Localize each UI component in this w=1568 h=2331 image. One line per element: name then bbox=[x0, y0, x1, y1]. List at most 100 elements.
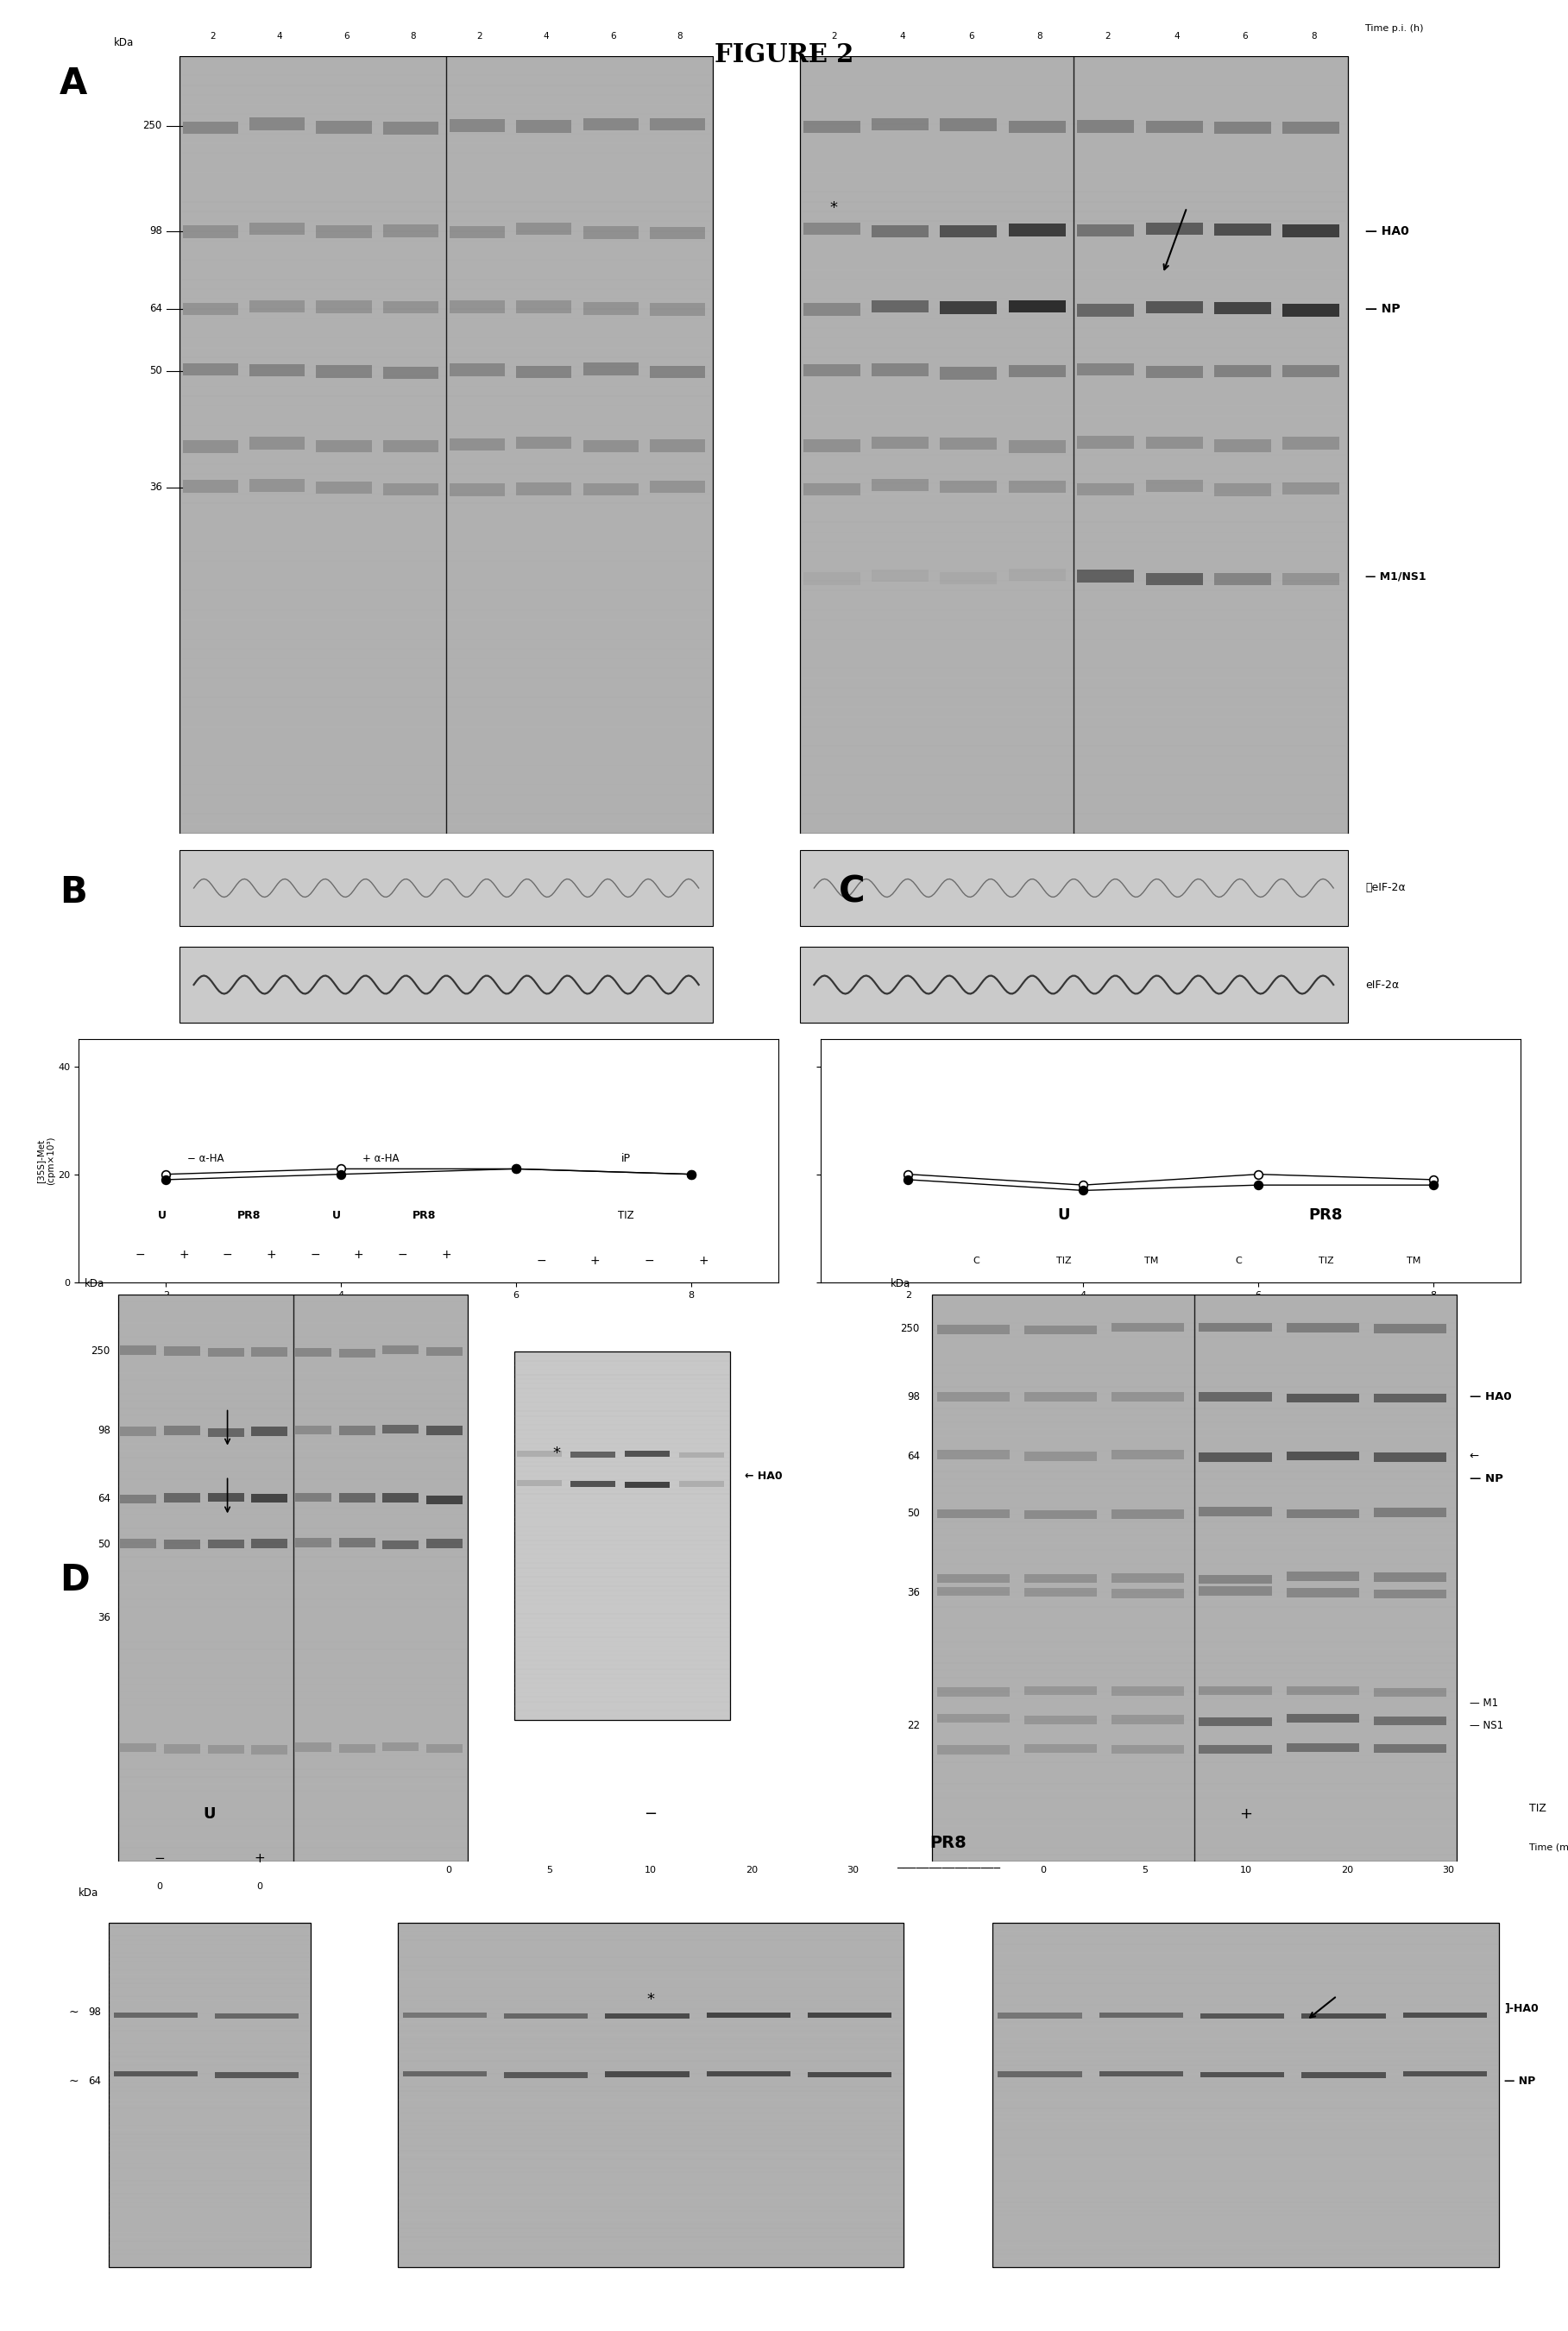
FancyBboxPatch shape bbox=[941, 480, 997, 492]
Text: C: C bbox=[1236, 1256, 1242, 1266]
Text: — HA0: — HA0 bbox=[1366, 224, 1410, 238]
Text: 50: 50 bbox=[149, 366, 162, 375]
Text: U: U bbox=[332, 1210, 342, 1221]
FancyBboxPatch shape bbox=[936, 1713, 1010, 1723]
FancyBboxPatch shape bbox=[251, 1427, 289, 1436]
FancyBboxPatch shape bbox=[1214, 366, 1272, 378]
FancyBboxPatch shape bbox=[1008, 301, 1066, 312]
FancyBboxPatch shape bbox=[1008, 224, 1066, 235]
FancyBboxPatch shape bbox=[1214, 483, 1272, 497]
Text: TM: TM bbox=[1145, 1256, 1159, 1266]
FancyBboxPatch shape bbox=[1200, 1685, 1272, 1695]
Text: TIZ: TIZ bbox=[1319, 1256, 1333, 1266]
FancyBboxPatch shape bbox=[1200, 1452, 1272, 1462]
FancyBboxPatch shape bbox=[1024, 1716, 1096, 1725]
Text: 98: 98 bbox=[88, 2007, 100, 2019]
FancyBboxPatch shape bbox=[1374, 1716, 1447, 1725]
FancyBboxPatch shape bbox=[249, 364, 304, 375]
FancyBboxPatch shape bbox=[1077, 224, 1134, 238]
FancyBboxPatch shape bbox=[295, 1427, 331, 1434]
Text: 8: 8 bbox=[411, 33, 416, 42]
FancyBboxPatch shape bbox=[993, 1923, 1499, 2268]
FancyBboxPatch shape bbox=[1200, 1576, 1272, 1583]
Text: 36: 36 bbox=[97, 1613, 110, 1622]
FancyBboxPatch shape bbox=[165, 1744, 201, 1753]
FancyBboxPatch shape bbox=[1214, 224, 1272, 235]
FancyBboxPatch shape bbox=[1024, 1587, 1096, 1597]
Text: 50: 50 bbox=[906, 1508, 919, 1517]
FancyBboxPatch shape bbox=[872, 569, 928, 583]
FancyBboxPatch shape bbox=[1008, 569, 1066, 580]
FancyBboxPatch shape bbox=[118, 1294, 467, 1862]
FancyBboxPatch shape bbox=[1024, 1392, 1096, 1401]
FancyBboxPatch shape bbox=[1008, 366, 1066, 378]
FancyBboxPatch shape bbox=[997, 2072, 1082, 2077]
FancyBboxPatch shape bbox=[317, 441, 372, 452]
FancyBboxPatch shape bbox=[1374, 1590, 1447, 1599]
FancyBboxPatch shape bbox=[1200, 1746, 1272, 1753]
FancyBboxPatch shape bbox=[872, 226, 928, 238]
FancyBboxPatch shape bbox=[383, 441, 437, 452]
FancyBboxPatch shape bbox=[426, 1744, 463, 1753]
FancyBboxPatch shape bbox=[679, 1452, 724, 1457]
FancyBboxPatch shape bbox=[426, 1347, 463, 1357]
FancyBboxPatch shape bbox=[1283, 436, 1339, 450]
FancyBboxPatch shape bbox=[317, 226, 372, 238]
FancyBboxPatch shape bbox=[571, 1452, 616, 1457]
Text: ← HA0: ← HA0 bbox=[745, 1471, 782, 1483]
FancyBboxPatch shape bbox=[936, 1324, 1010, 1333]
FancyBboxPatch shape bbox=[1146, 573, 1203, 585]
FancyBboxPatch shape bbox=[706, 2012, 790, 2019]
FancyBboxPatch shape bbox=[121, 1345, 157, 1354]
Text: 98: 98 bbox=[97, 1424, 110, 1436]
FancyBboxPatch shape bbox=[933, 1294, 1457, 1862]
FancyBboxPatch shape bbox=[649, 119, 706, 131]
FancyBboxPatch shape bbox=[114, 2012, 198, 2019]
FancyBboxPatch shape bbox=[1286, 1744, 1359, 1753]
FancyBboxPatch shape bbox=[649, 366, 706, 378]
Text: *: * bbox=[829, 200, 837, 214]
FancyBboxPatch shape bbox=[1301, 2072, 1386, 2077]
Text: kDa: kDa bbox=[85, 1277, 105, 1289]
Text: 8: 8 bbox=[677, 33, 682, 42]
FancyBboxPatch shape bbox=[605, 2014, 690, 2019]
FancyBboxPatch shape bbox=[936, 1587, 1010, 1597]
FancyBboxPatch shape bbox=[936, 1392, 1010, 1401]
FancyBboxPatch shape bbox=[317, 366, 372, 378]
FancyBboxPatch shape bbox=[1374, 1452, 1447, 1462]
FancyBboxPatch shape bbox=[936, 1688, 1010, 1697]
FancyBboxPatch shape bbox=[209, 1492, 245, 1501]
Text: — M1/NS1: — M1/NS1 bbox=[1366, 571, 1427, 583]
Text: 50: 50 bbox=[97, 1538, 110, 1550]
FancyBboxPatch shape bbox=[800, 56, 1348, 834]
FancyBboxPatch shape bbox=[339, 1347, 375, 1357]
X-axis label: Time p.i. (h): Time p.i. (h) bbox=[1140, 1303, 1201, 1315]
Text: 0: 0 bbox=[1041, 1867, 1046, 1874]
Text: 36: 36 bbox=[149, 483, 162, 494]
FancyBboxPatch shape bbox=[339, 1494, 375, 1503]
Text: U: U bbox=[1057, 1207, 1069, 1224]
FancyBboxPatch shape bbox=[403, 2012, 486, 2019]
FancyBboxPatch shape bbox=[1374, 1508, 1447, 1517]
FancyBboxPatch shape bbox=[1301, 2014, 1386, 2019]
FancyBboxPatch shape bbox=[317, 480, 372, 494]
FancyBboxPatch shape bbox=[317, 301, 372, 312]
FancyBboxPatch shape bbox=[121, 1538, 157, 1548]
FancyBboxPatch shape bbox=[1077, 571, 1134, 583]
FancyBboxPatch shape bbox=[1283, 121, 1339, 133]
FancyBboxPatch shape bbox=[1286, 1685, 1359, 1695]
FancyBboxPatch shape bbox=[1374, 1573, 1447, 1583]
FancyBboxPatch shape bbox=[450, 483, 505, 497]
FancyBboxPatch shape bbox=[503, 2014, 588, 2019]
FancyBboxPatch shape bbox=[215, 2014, 298, 2019]
FancyBboxPatch shape bbox=[516, 436, 572, 450]
Text: 22: 22 bbox=[906, 1720, 919, 1732]
FancyBboxPatch shape bbox=[1146, 436, 1203, 450]
FancyBboxPatch shape bbox=[1403, 2072, 1486, 2077]
Text: PR8: PR8 bbox=[1309, 1207, 1342, 1224]
FancyBboxPatch shape bbox=[450, 226, 505, 238]
FancyBboxPatch shape bbox=[251, 1347, 289, 1357]
FancyBboxPatch shape bbox=[517, 1480, 561, 1487]
FancyBboxPatch shape bbox=[1112, 1746, 1184, 1753]
FancyBboxPatch shape bbox=[1283, 303, 1339, 317]
